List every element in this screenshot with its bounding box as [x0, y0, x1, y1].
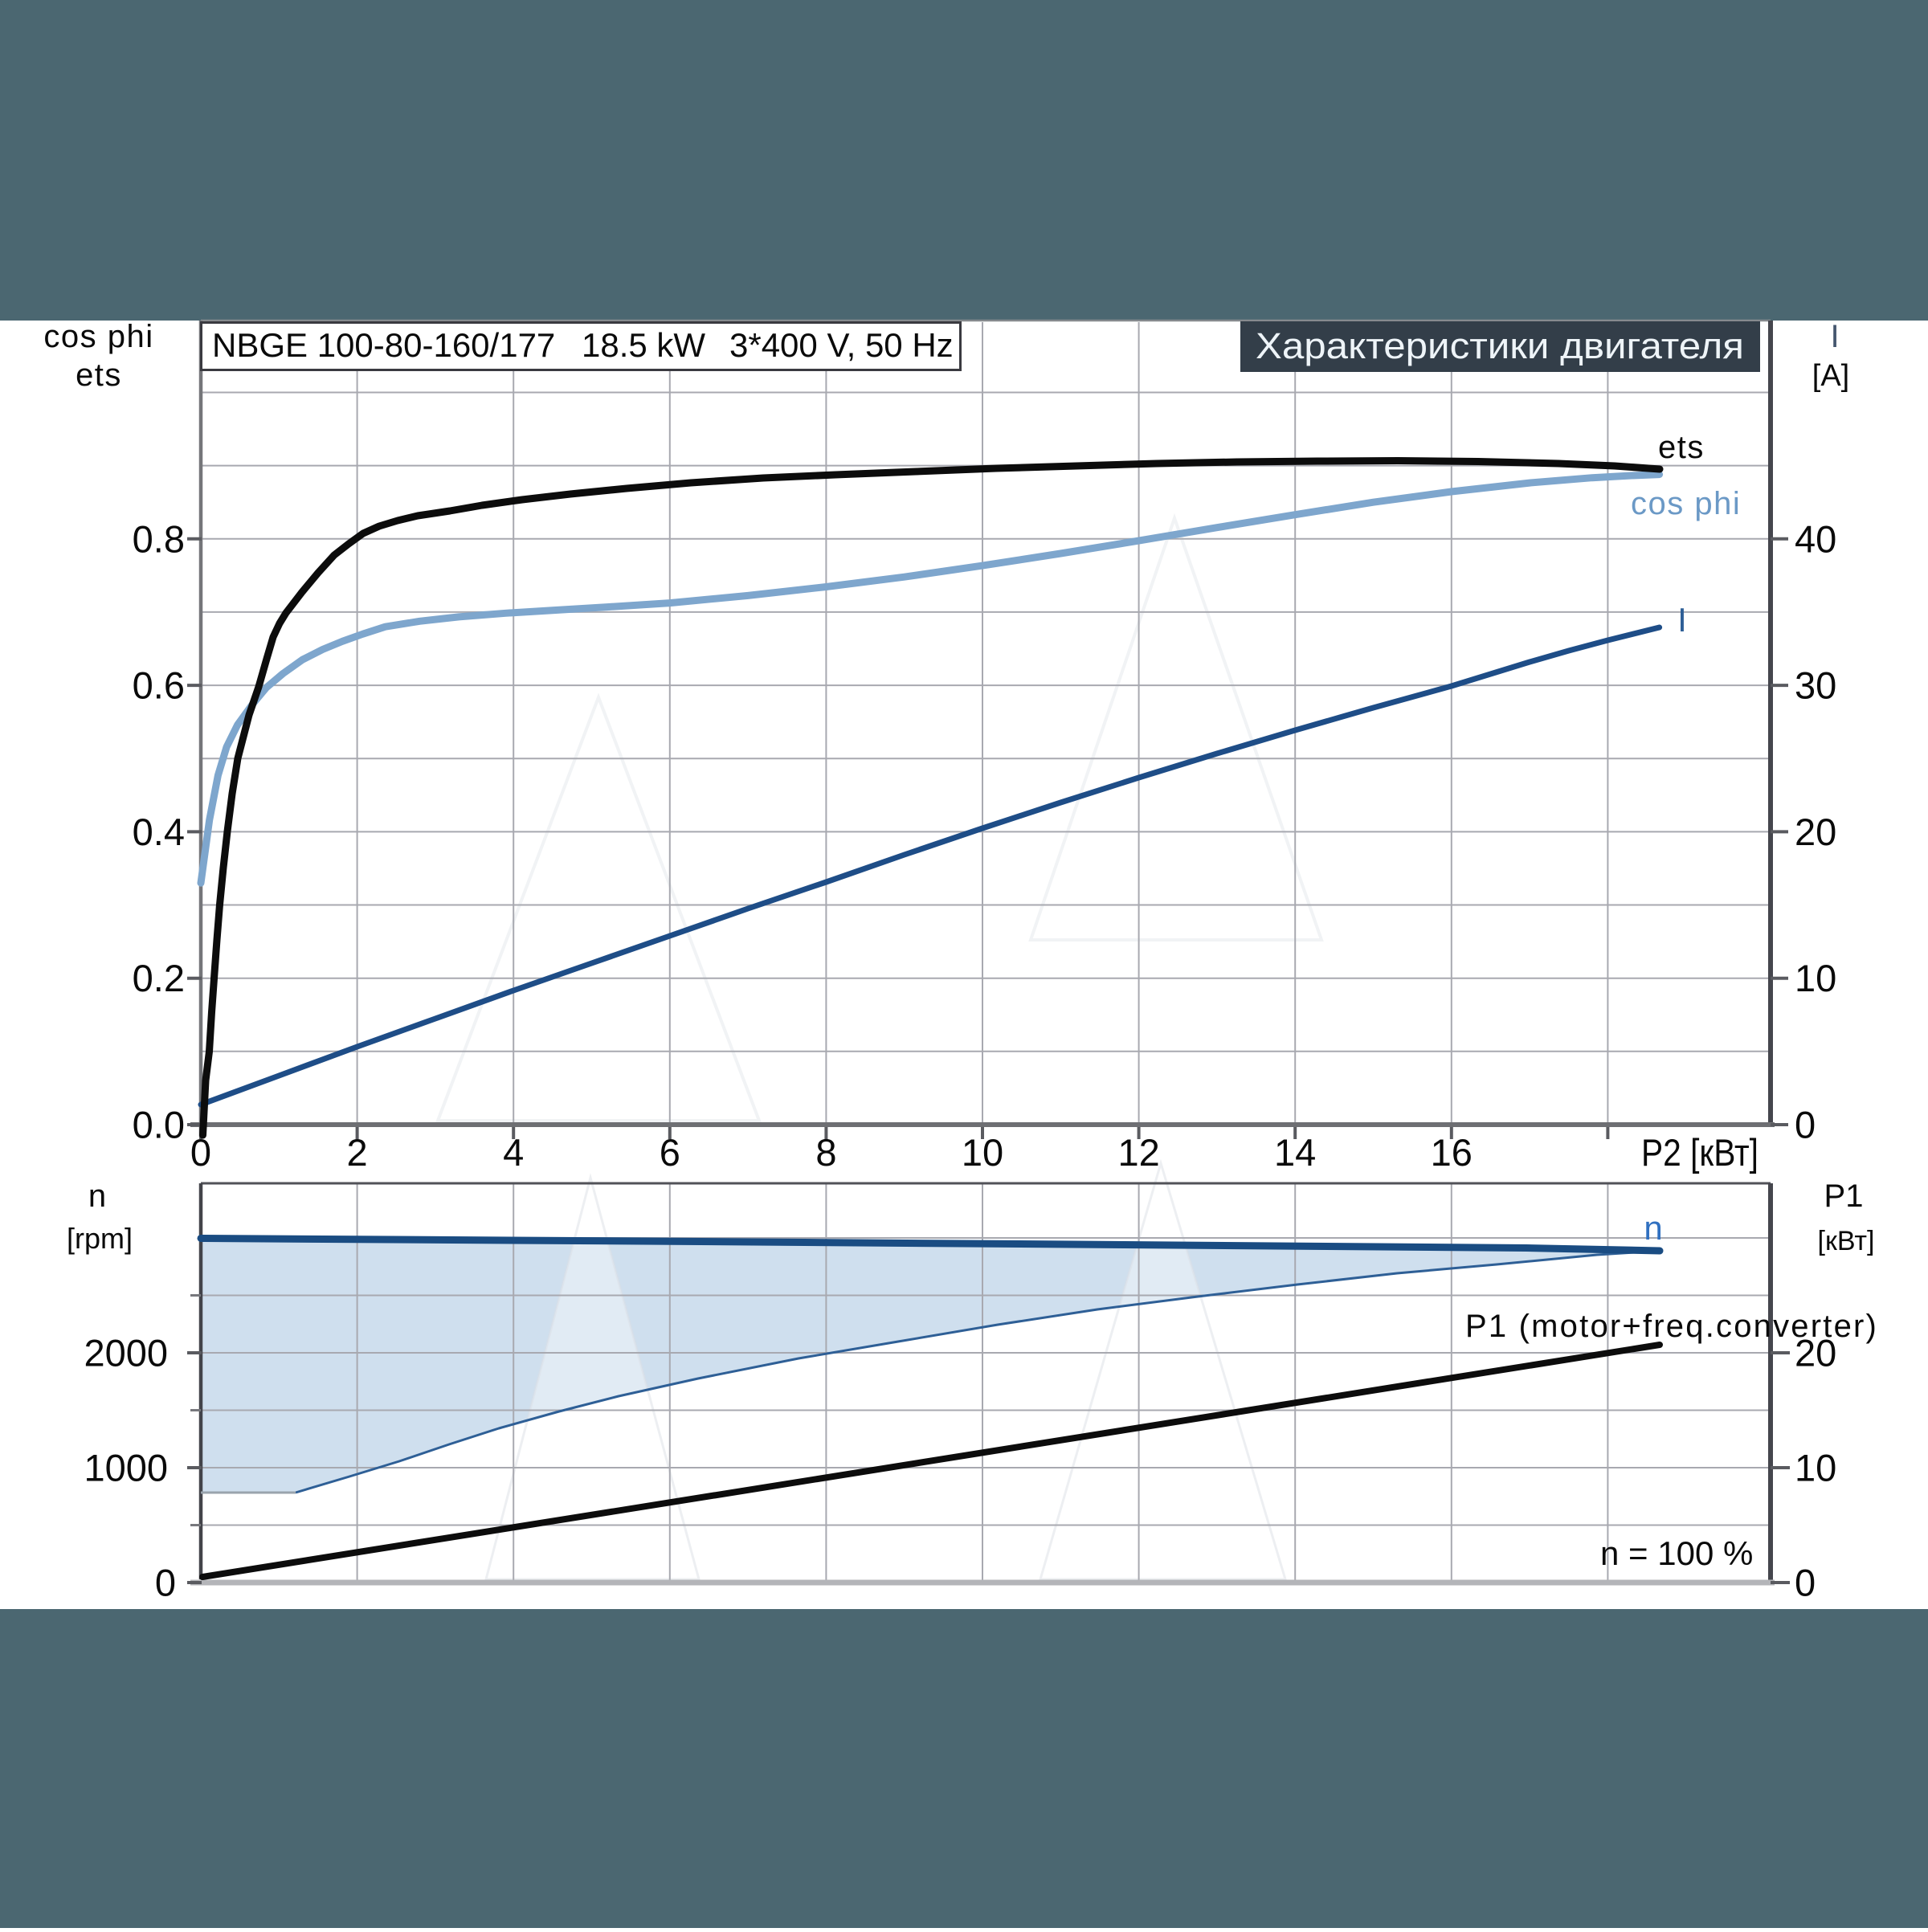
svg-text:n: n	[88, 1178, 106, 1214]
svg-text:0: 0	[190, 1131, 211, 1174]
svg-text:NBGE 100-80-160/177: NBGE 100-80-160/177	[212, 326, 555, 364]
svg-text:I: I	[1677, 601, 1687, 639]
svg-text:14: 14	[1274, 1131, 1316, 1174]
svg-text:0.4: 0.4	[133, 811, 185, 853]
svg-text:n = 100 %: n = 100 %	[1600, 1534, 1753, 1572]
svg-text:[A]: [A]	[1812, 359, 1849, 393]
svg-text:P1: P1	[1824, 1178, 1864, 1214]
svg-text:0.8: 0.8	[133, 517, 185, 560]
svg-text:0.2: 0.2	[133, 957, 185, 999]
svg-text:10: 10	[1795, 1447, 1836, 1489]
svg-text:3*400 V, 50 Hz: 3*400 V, 50 Hz	[729, 326, 954, 364]
svg-text:30: 30	[1795, 664, 1836, 707]
svg-text:P1 (motor+freq.converter): P1 (motor+freq.converter)	[1465, 1309, 1878, 1344]
svg-text:20: 20	[1795, 1332, 1836, 1374]
svg-text:16: 16	[1431, 1131, 1473, 1174]
svg-text:0.0: 0.0	[133, 1104, 185, 1146]
svg-text:P2 [кВт]: P2 [кВт]	[1641, 1131, 1758, 1174]
svg-text:8: 8	[815, 1131, 836, 1174]
svg-text:18.5 kW: 18.5 kW	[582, 326, 705, 364]
svg-text:n: n	[1644, 1209, 1662, 1247]
svg-text:2000: 2000	[84, 1332, 168, 1374]
svg-text:40: 40	[1795, 517, 1836, 560]
svg-text:cos phi: cos phi	[1631, 486, 1741, 521]
svg-text:0: 0	[155, 1562, 176, 1604]
svg-text:4: 4	[503, 1131, 524, 1174]
svg-text:0: 0	[1795, 1562, 1816, 1604]
svg-text:0.6: 0.6	[133, 664, 185, 707]
svg-text:2: 2	[347, 1131, 368, 1174]
svg-text:10: 10	[1795, 957, 1836, 999]
svg-text:1000: 1000	[84, 1447, 168, 1489]
svg-text:20: 20	[1795, 811, 1836, 853]
svg-text:12: 12	[1117, 1131, 1159, 1174]
svg-text:I: I	[1830, 319, 1839, 354]
svg-text:[rpm]: [rpm]	[67, 1222, 133, 1255]
svg-text:ets: ets	[76, 357, 122, 393]
svg-text:[кВт]: [кВт]	[1818, 1226, 1875, 1256]
svg-text:10: 10	[962, 1131, 1003, 1174]
svg-text:ets: ets	[1658, 430, 1705, 465]
svg-text:0: 0	[1795, 1104, 1816, 1146]
svg-text:Характеристики двигателя: Характеристики двигателя	[1256, 325, 1744, 366]
svg-text:cos phi: cos phi	[43, 319, 153, 354]
svg-text:6: 6	[660, 1131, 680, 1174]
